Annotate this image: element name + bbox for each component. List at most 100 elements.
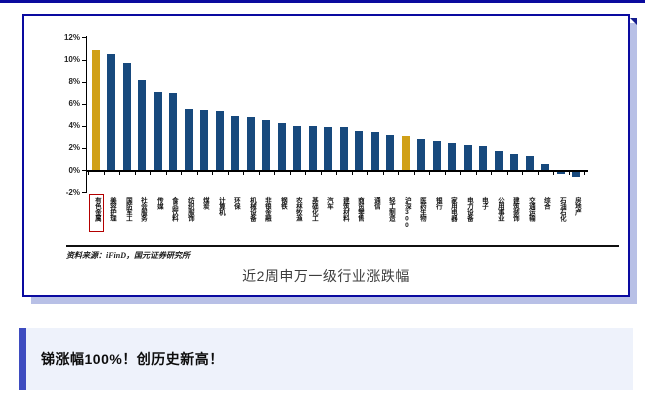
x-axis-tick-mark xyxy=(476,172,477,175)
x-axis-category-label: 银行 xyxy=(434,197,442,209)
x-axis-category-label: 食品饮料 xyxy=(170,197,178,221)
x-axis-tick-mark xyxy=(445,172,446,175)
x-axis-tick-mark xyxy=(352,172,353,175)
x-axis-category-label: 基础化工 xyxy=(310,197,318,221)
top-border-line xyxy=(0,0,645,3)
y-axis-tick-label: 6% xyxy=(68,99,80,108)
bar xyxy=(200,110,208,170)
x-axis-tick-mark xyxy=(398,172,399,175)
headline-accent-bar xyxy=(19,328,26,390)
x-axis-tick-mark xyxy=(104,172,105,175)
y-axis-tick-mark xyxy=(82,82,86,83)
bar xyxy=(262,120,270,170)
x-axis-category-label: 轻工制造 xyxy=(387,197,395,221)
x-axis-tick-mark xyxy=(243,172,244,175)
x-axis-category-label: 石油石化 xyxy=(558,197,566,221)
bar-chart: 12% 10% 8% 6% 4% 2% 0% -2% 有色金属 美容护理 国防军工 社会服务 传媒 食品饮… xyxy=(24,16,628,295)
x-axis-tick-mark xyxy=(367,172,368,175)
bar xyxy=(293,126,301,170)
x-axis-tick-mark xyxy=(259,172,260,175)
x-axis-category-label: 美容护理 xyxy=(108,197,116,221)
y-axis-tick-mark xyxy=(82,170,86,171)
x-axis-category-label: 建筑装饰 xyxy=(511,197,519,221)
x-axis-category-label: 电力设备 xyxy=(465,197,473,221)
bar xyxy=(247,117,255,170)
bar xyxy=(479,146,487,170)
bar xyxy=(216,111,224,170)
x-axis-category-label: 商贸零售 xyxy=(356,197,364,221)
x-axis-tick-mark xyxy=(119,172,120,175)
x-axis-category-label: 纺织服饰 xyxy=(186,197,194,221)
x-axis-category-label: 非银金融 xyxy=(263,197,271,221)
x-axis-tick-mark xyxy=(305,172,306,175)
x-axis-category-label: 机械设备 xyxy=(248,197,256,221)
y-axis-tick-label: 0% xyxy=(68,166,80,175)
bar-highlighted xyxy=(92,50,100,170)
x-axis-tick-mark xyxy=(414,172,415,175)
x-axis-tick-mark xyxy=(212,172,213,175)
x-axis-tick-mark xyxy=(197,172,198,175)
bar-highlighted xyxy=(402,136,410,170)
bar xyxy=(138,80,146,170)
x-axis-category-label: 公用事业 xyxy=(496,197,504,221)
y-axis-tick-label: 12% xyxy=(63,33,80,42)
bar xyxy=(541,164,549,170)
bar xyxy=(355,131,363,170)
headline-text: 锑涨幅100%！创历史新高！ xyxy=(41,351,224,367)
x-axis-tick-mark xyxy=(181,172,182,175)
bar xyxy=(464,145,472,170)
chart-panel: 12% 10% 8% 6% 4% 2% 0% -2% 有色金属 美容护理 国防军工 社会服务 传媒 食品饮… xyxy=(22,14,637,297)
bar xyxy=(371,132,379,170)
y-axis-tick-mark xyxy=(82,37,86,38)
bar xyxy=(107,54,115,170)
x-axis-category-label: 交通运输 xyxy=(527,197,535,221)
x-axis-category-label: 社会服务 xyxy=(139,197,147,221)
x-axis-tick-mark xyxy=(460,172,461,175)
y-axis-tick-mark xyxy=(82,126,86,127)
y-axis-line xyxy=(86,36,87,193)
x-axis-category-label: 电子 xyxy=(480,197,488,209)
x-axis-category-label: 汽车 xyxy=(325,197,333,209)
bar xyxy=(495,151,503,170)
x-axis-tick-mark xyxy=(569,172,570,175)
x-axis-tick-mark xyxy=(321,172,322,175)
y-axis-tick-label: 4% xyxy=(68,121,80,130)
bar xyxy=(572,172,580,177)
y-axis-tick-mark xyxy=(82,148,86,149)
x-axis-category-label: 沪深300 xyxy=(403,197,411,229)
bar xyxy=(154,92,162,170)
x-axis-tick-mark xyxy=(274,172,275,175)
bar xyxy=(340,127,348,170)
bar xyxy=(386,135,394,170)
chart-footer-divider xyxy=(66,245,619,247)
x-axis-tick-mark xyxy=(166,172,167,175)
x-axis-category-label: 有色金属 xyxy=(93,197,101,221)
x-axis-category-label: 家用电器 xyxy=(449,197,457,221)
x-axis-category-label: 农林牧渔 xyxy=(294,197,302,221)
x-axis-category-label: 通信 xyxy=(372,197,380,209)
bar xyxy=(123,63,131,170)
x-axis-category-label: 钢铁 xyxy=(279,197,287,209)
bar xyxy=(169,93,177,170)
highlight-red-box xyxy=(89,194,104,232)
x-axis-category-label: 综合 xyxy=(542,197,550,209)
x-axis-category-label: 煤炭 xyxy=(201,197,209,209)
bar xyxy=(510,154,518,170)
x-axis-tick-mark xyxy=(336,172,337,175)
bar xyxy=(526,156,534,170)
bar xyxy=(417,139,425,170)
x-axis-category-label: 国防军工 xyxy=(124,197,132,221)
y-axis-tick-label: 2% xyxy=(68,143,80,152)
bar xyxy=(557,172,565,174)
x-axis-tick-mark xyxy=(150,172,151,175)
x-axis-tick-mark xyxy=(584,172,585,175)
x-axis-tick-mark xyxy=(538,172,539,175)
x-axis-category-label: 医药生物 xyxy=(418,197,426,221)
y-axis-tick-label: 8% xyxy=(68,77,80,86)
x-axis-tick-mark xyxy=(553,172,554,175)
x-axis-tick-mark xyxy=(228,172,229,175)
x-axis-category-label: 计算机 xyxy=(217,197,225,215)
x-axis-tick-mark xyxy=(522,172,523,175)
x-axis-line xyxy=(86,170,588,172)
